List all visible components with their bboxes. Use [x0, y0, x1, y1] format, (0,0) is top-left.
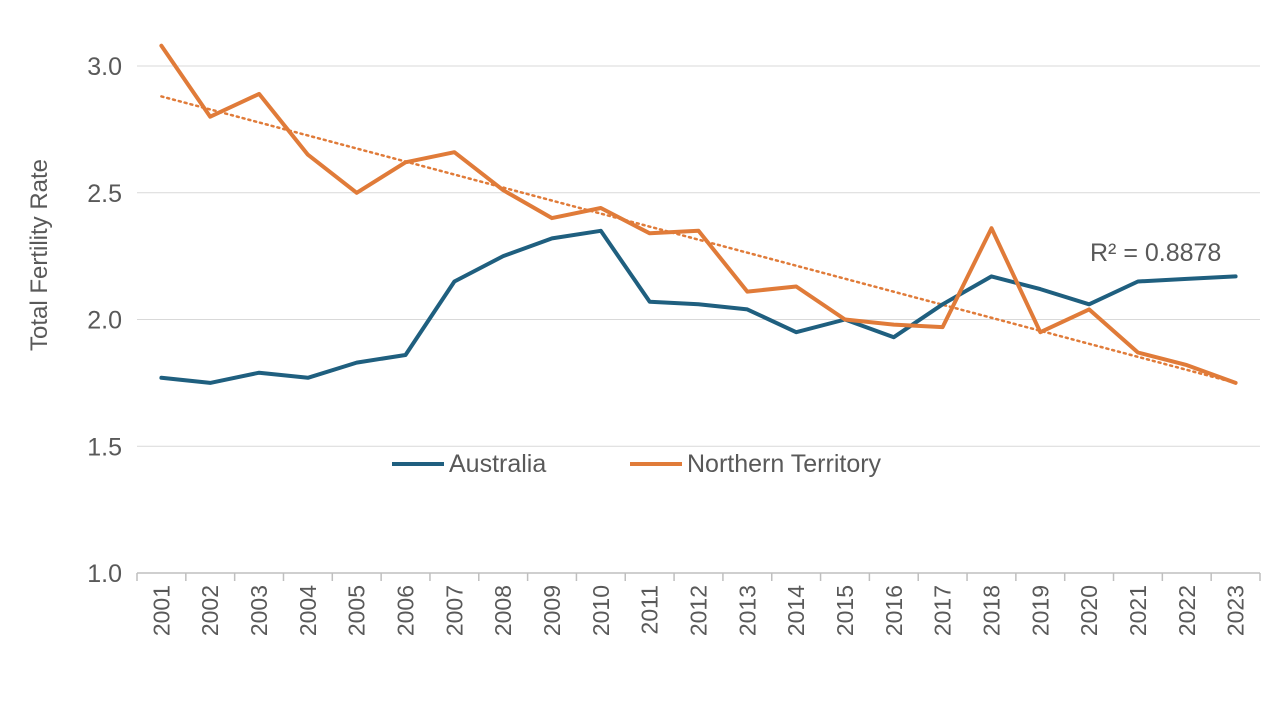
x-tick-label: 2013 — [734, 585, 760, 636]
x-tick-label: 2019 — [1027, 585, 1053, 636]
x-tick-label: 2022 — [1174, 585, 1200, 636]
x-tick-label: 2023 — [1223, 585, 1249, 636]
x-tick-label: 2006 — [393, 585, 419, 636]
legend: Australia Northern Territory — [392, 450, 882, 478]
x-tick-label: 2016 — [881, 585, 907, 636]
x-axis — [136, 572, 1261, 581]
x-tick-label: 2020 — [1076, 585, 1102, 636]
x-tick-label: 2012 — [686, 585, 712, 636]
x-tick-label: 2009 — [539, 585, 565, 636]
y-tick-label: 3.0 — [87, 53, 122, 81]
x-tick-label: 2017 — [930, 585, 956, 636]
legend-label-northern-territory: Northern Territory — [687, 450, 882, 478]
x-tick-label: 2001 — [148, 585, 174, 636]
r-squared-annotation: R² = 0.8878 — [1090, 239, 1221, 267]
x-tick-label: 2003 — [246, 585, 272, 636]
x-tick-label: 2005 — [344, 585, 370, 636]
y-axis-title: Total Fertility Rate — [26, 159, 53, 351]
series-line-australia — [159, 228, 1238, 385]
x-tick-label: 2004 — [295, 585, 321, 636]
x-tick-label: 2011 — [637, 585, 663, 634]
x-tick-label: 2010 — [588, 585, 614, 636]
y-tick-label: 1.0 — [87, 560, 122, 588]
x-tick-labels: 2001 2002 2003 2004 2005 2006 2007 2008 2009 2010… — [148, 585, 1248, 636]
legend-label-australia: Australia — [449, 450, 546, 478]
x-tick-label: 2002 — [197, 585, 223, 636]
x-tick-label: 2018 — [978, 585, 1004, 636]
x-tick-label: 2014 — [783, 585, 809, 636]
trendline — [160, 95, 1237, 385]
y-tick-labels: 1.0 1.5 2.0 2.5 3.0 — [87, 53, 122, 588]
x-tick-label: 2015 — [832, 585, 858, 636]
x-tick-label: 2007 — [441, 585, 467, 636]
series-lines — [159, 43, 1238, 385]
y-tick-label: 1.5 — [87, 433, 122, 461]
y-tick-label: 2.5 — [87, 180, 122, 208]
y-tick-label: 2.0 — [87, 307, 122, 335]
trendline-northern-territory — [160, 95, 1237, 385]
x-tick-label: 2021 — [1125, 585, 1151, 636]
series-line-northern-territory — [159, 43, 1238, 385]
gridlines — [137, 65, 1260, 447]
x-tick-label: 2008 — [490, 585, 516, 636]
